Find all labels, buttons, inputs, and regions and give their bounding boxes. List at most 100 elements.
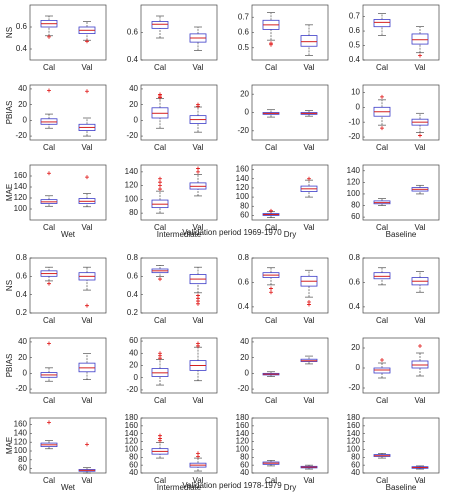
x-axis-label: Intermediate — [157, 483, 202, 492]
outlier — [85, 175, 89, 180]
outlier — [85, 39, 89, 44]
panel: 0.2 0.4 0.6 0.8 Cal Val — [127, 253, 218, 325]
x-axis-label: Baseline — [386, 483, 417, 492]
outlier — [380, 358, 384, 362]
x-tick-label: Cal — [376, 143, 388, 152]
x-tick-label: Val — [304, 143, 315, 152]
outlier — [196, 293, 200, 298]
y-tick-label: 120 — [125, 437, 139, 446]
axes-frame — [362, 337, 440, 394]
panel: -20 0 20 40 60 Cal Val — [126, 336, 218, 405]
y-tick-label: 100 — [125, 194, 139, 203]
y-axis-label: MAE — [5, 184, 14, 201]
caption: Validation period 1978-1979 — [182, 481, 282, 490]
y-tick-label: 0 — [245, 368, 250, 377]
outlier — [269, 290, 273, 295]
y-tick-label: 0.4 — [238, 302, 250, 311]
y-tick-label: 0.6 — [349, 278, 361, 287]
axes-frame — [251, 4, 329, 61]
y-tick-label: 0.7 — [349, 12, 361, 21]
x-tick-label: Val — [304, 316, 315, 325]
y-tick-label: 20 — [18, 100, 27, 109]
x-tick-label: Val — [82, 316, 93, 325]
y-tick-label: 0.6 — [238, 28, 250, 37]
panel: 0.4 0.6 0.8 Cal Val — [238, 253, 329, 325]
outlier — [47, 341, 51, 346]
y-tick-label: 0 — [23, 115, 28, 124]
y-tick-label: 120 — [14, 193, 28, 202]
y-tick-label: 60 — [18, 464, 27, 473]
y-tick-label: 10 — [351, 88, 360, 97]
y-tick-label: 0.6 — [127, 28, 139, 37]
y-tick-label: 60 — [240, 460, 249, 469]
axes-frame — [29, 4, 107, 61]
x-tick-label: Val — [193, 476, 204, 485]
y-tick-label: 120 — [347, 437, 361, 446]
x-tick-label: Val — [304, 476, 315, 485]
panel: -20 -10 0 10 Cal Val — [348, 84, 440, 152]
x-tick-label: Cal — [154, 63, 166, 72]
outlier — [196, 169, 200, 174]
y-tick-label: 0.6 — [238, 278, 250, 287]
x-tick-label: Cal — [376, 476, 388, 485]
x-tick-label: Val — [82, 143, 93, 152]
y-tick-label: 0.4 — [127, 290, 139, 299]
y-tick-label: 0 — [245, 108, 250, 117]
x-tick-label: Val — [193, 223, 204, 232]
y-tick-label: 0.4 — [16, 290, 28, 299]
axes-frame — [29, 337, 107, 394]
x-tick-label: Val — [193, 63, 204, 72]
y-tick-label: 0.5 — [238, 43, 250, 52]
y-tick-label: 0.8 — [349, 253, 361, 262]
x-tick-label: Cal — [43, 396, 55, 405]
outlier — [418, 133, 422, 138]
y-tick-label: 60 — [351, 460, 360, 469]
y-tick-label: 0.4 — [349, 302, 361, 311]
panel: -20 0 20 Cal Val — [348, 337, 440, 405]
y-tick-label: 140 — [347, 429, 361, 438]
outlier — [85, 442, 89, 447]
outlier — [158, 187, 162, 192]
axes-frame — [251, 417, 329, 474]
y-tick-label: 20 — [129, 100, 138, 109]
y-tick-label: 0 — [356, 102, 361, 111]
y-tick-label: 0.6 — [16, 271, 28, 280]
outlier — [158, 277, 162, 282]
y-tick-label: 40 — [240, 337, 249, 346]
y-tick-label: 100 — [236, 445, 250, 454]
x-tick-label: Cal — [154, 223, 166, 232]
y-tick-label: 140 — [125, 429, 139, 438]
axes-frame — [29, 417, 107, 474]
y-tick-label: 40 — [129, 348, 138, 357]
y-tick-label: 0.6 — [127, 271, 139, 280]
y-tick-label: 160 — [236, 421, 250, 430]
x-axis-label: Baseline — [386, 230, 417, 239]
outlier — [158, 176, 162, 181]
y-tick-label: 80 — [240, 452, 249, 461]
x-tick-label: Val — [193, 143, 204, 152]
box — [373, 19, 391, 28]
y-tick-label: 0.4 — [16, 44, 28, 53]
y-tick-label: 0.6 — [349, 26, 361, 35]
outlier — [158, 433, 162, 438]
x-axis-label: Dry — [284, 483, 296, 492]
y-tick-label: 100 — [125, 445, 139, 454]
outlier — [85, 303, 89, 308]
axes-frame — [362, 417, 440, 474]
axes-frame — [362, 164, 440, 221]
outlier — [196, 341, 200, 346]
axes-frame — [29, 84, 107, 141]
box — [300, 35, 318, 47]
y-tick-label: 160 — [14, 171, 28, 180]
y-tick-label: 180 — [236, 413, 250, 422]
y-tick-label: 0 — [134, 115, 139, 124]
x-tick-label: Cal — [376, 396, 388, 405]
y-tick-label: 140 — [14, 182, 28, 191]
x-tick-label: Val — [193, 316, 204, 325]
y-tick-label: 20 — [240, 89, 249, 98]
